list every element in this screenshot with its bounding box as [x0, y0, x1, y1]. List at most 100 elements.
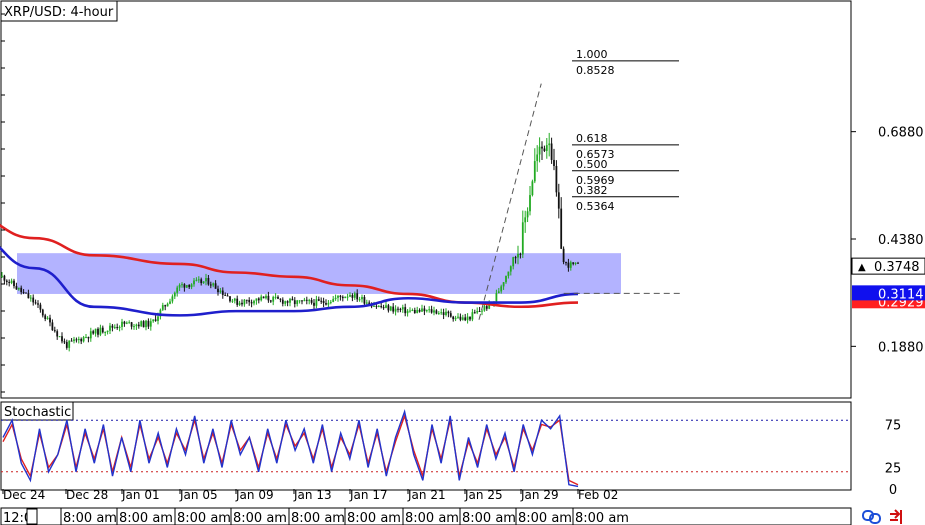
- candle-body: [101, 327, 104, 333]
- time-axis: 12:0 8:00 am 8:00 am 8:00 am 8:00 am 8:00 am 8…: [3, 508, 629, 525]
- current-price-marker: ▲ 0.3748: [851, 257, 925, 275]
- candle-body: [279, 298, 282, 300]
- candle-body: [27, 293, 30, 299]
- candle-body: [97, 328, 99, 335]
- ma-fast-marker: 0.3114: [852, 285, 925, 302]
- candle-body: [221, 290, 224, 295]
- price-tick-label: 0.6880: [878, 126, 924, 141]
- candle-body: [363, 297, 366, 304]
- candle-body: [161, 305, 164, 310]
- date-label: Jan 05: [179, 488, 218, 502]
- candle-body: [344, 296, 347, 299]
- candle-body: [536, 154, 539, 162]
- candlesticks-group: [1, 132, 579, 352]
- time-label: 8:00 am: [233, 511, 287, 525]
- candle-body: [569, 262, 572, 268]
- candle-body: [519, 253, 522, 255]
- candle-body: [541, 146, 543, 149]
- candle-body: [109, 325, 111, 331]
- candle-body: [481, 310, 483, 312]
- candle-body: [253, 300, 255, 304]
- candle-body: [269, 300, 272, 302]
- candle-body: [15, 286, 18, 290]
- candle-body: [286, 301, 289, 303]
- stochastic-tick-label: 0: [889, 483, 897, 498]
- candle-body: [553, 159, 555, 166]
- candle-body: [118, 326, 121, 328]
- candle-body: [166, 303, 169, 307]
- candle-body: [385, 305, 387, 308]
- price-panel-frame: [0, 0, 852, 399]
- candle-body: [171, 296, 174, 302]
- candle-body: [545, 145, 548, 151]
- candle-body: [113, 327, 116, 329]
- candle-body: [368, 302, 371, 305]
- candle-body: [495, 293, 498, 302]
- candle-body: [145, 320, 147, 328]
- candle-body: [173, 292, 176, 297]
- stochastic-panel-frame: [0, 401, 852, 491]
- candle-body: [317, 299, 320, 301]
- support-zone: [17, 253, 621, 294]
- candle-body: [99, 327, 102, 335]
- candle-body: [111, 325, 114, 328]
- stochastic-tick-label: 75: [885, 419, 902, 434]
- candle-body: [457, 316, 459, 318]
- candle-body: [185, 284, 188, 288]
- candle-body: [61, 336, 63, 342]
- candle-body: [104, 331, 107, 333]
- candle-body: [262, 296, 265, 299]
- candle-body: [75, 339, 78, 341]
- date-label: Jan 29: [520, 488, 559, 502]
- scroll-end-icon[interactable]: [890, 509, 902, 524]
- candle-body: [87, 337, 90, 339]
- candle-body: [202, 281, 205, 284]
- candle-body: [152, 319, 155, 322]
- time-label: 8:00 am: [63, 511, 117, 525]
- candle-body: [176, 287, 179, 293]
- candle-body: [164, 305, 167, 307]
- candle-body: [195, 279, 198, 281]
- candle-body: [63, 341, 66, 343]
- time-label: 8:00 am: [291, 511, 345, 525]
- candle-body: [291, 298, 294, 301]
- candle-body: [423, 308, 426, 312]
- candle-body: [341, 296, 344, 299]
- stochastic-main-line: [2, 409, 579, 488]
- date-label: Feb 02: [578, 488, 618, 502]
- candle-body: [296, 300, 299, 305]
- candle-body: [430, 309, 433, 313]
- candle-body: [92, 331, 95, 334]
- time-label: 8:00 am: [405, 511, 459, 525]
- candle-body: [188, 284, 191, 288]
- candle-body: [154, 319, 157, 321]
- svg-text:▲: ▲: [858, 262, 866, 273]
- stochastic-tick-label: 25: [885, 462, 902, 477]
- time-label: 8:00 am: [575, 511, 629, 525]
- candle-body: [17, 287, 20, 290]
- candle-body: [435, 310, 438, 314]
- candle-body: [512, 257, 515, 267]
- candle-body: [452, 316, 455, 320]
- candle-body: [437, 313, 440, 315]
- candle-body: [349, 295, 351, 297]
- candle-body: [250, 302, 253, 304]
- candle-body: [106, 330, 109, 332]
- candle-body: [205, 278, 207, 282]
- candle-body: [41, 309, 44, 316]
- date-label: Jan 09: [235, 488, 274, 502]
- candle-body: [346, 296, 349, 298]
- candle-body: [521, 222, 524, 255]
- candle-body: [53, 330, 56, 332]
- candle-body: [524, 217, 527, 223]
- candle-body: [85, 337, 87, 339]
- candle-body: [550, 143, 553, 160]
- candle-body: [260, 296, 263, 301]
- candle-body: [533, 161, 536, 182]
- link-icon[interactable]: [862, 510, 881, 524]
- candle-body: [34, 302, 37, 304]
- fib-price-label: 0.5969: [576, 174, 615, 187]
- candle-body: [214, 283, 217, 289]
